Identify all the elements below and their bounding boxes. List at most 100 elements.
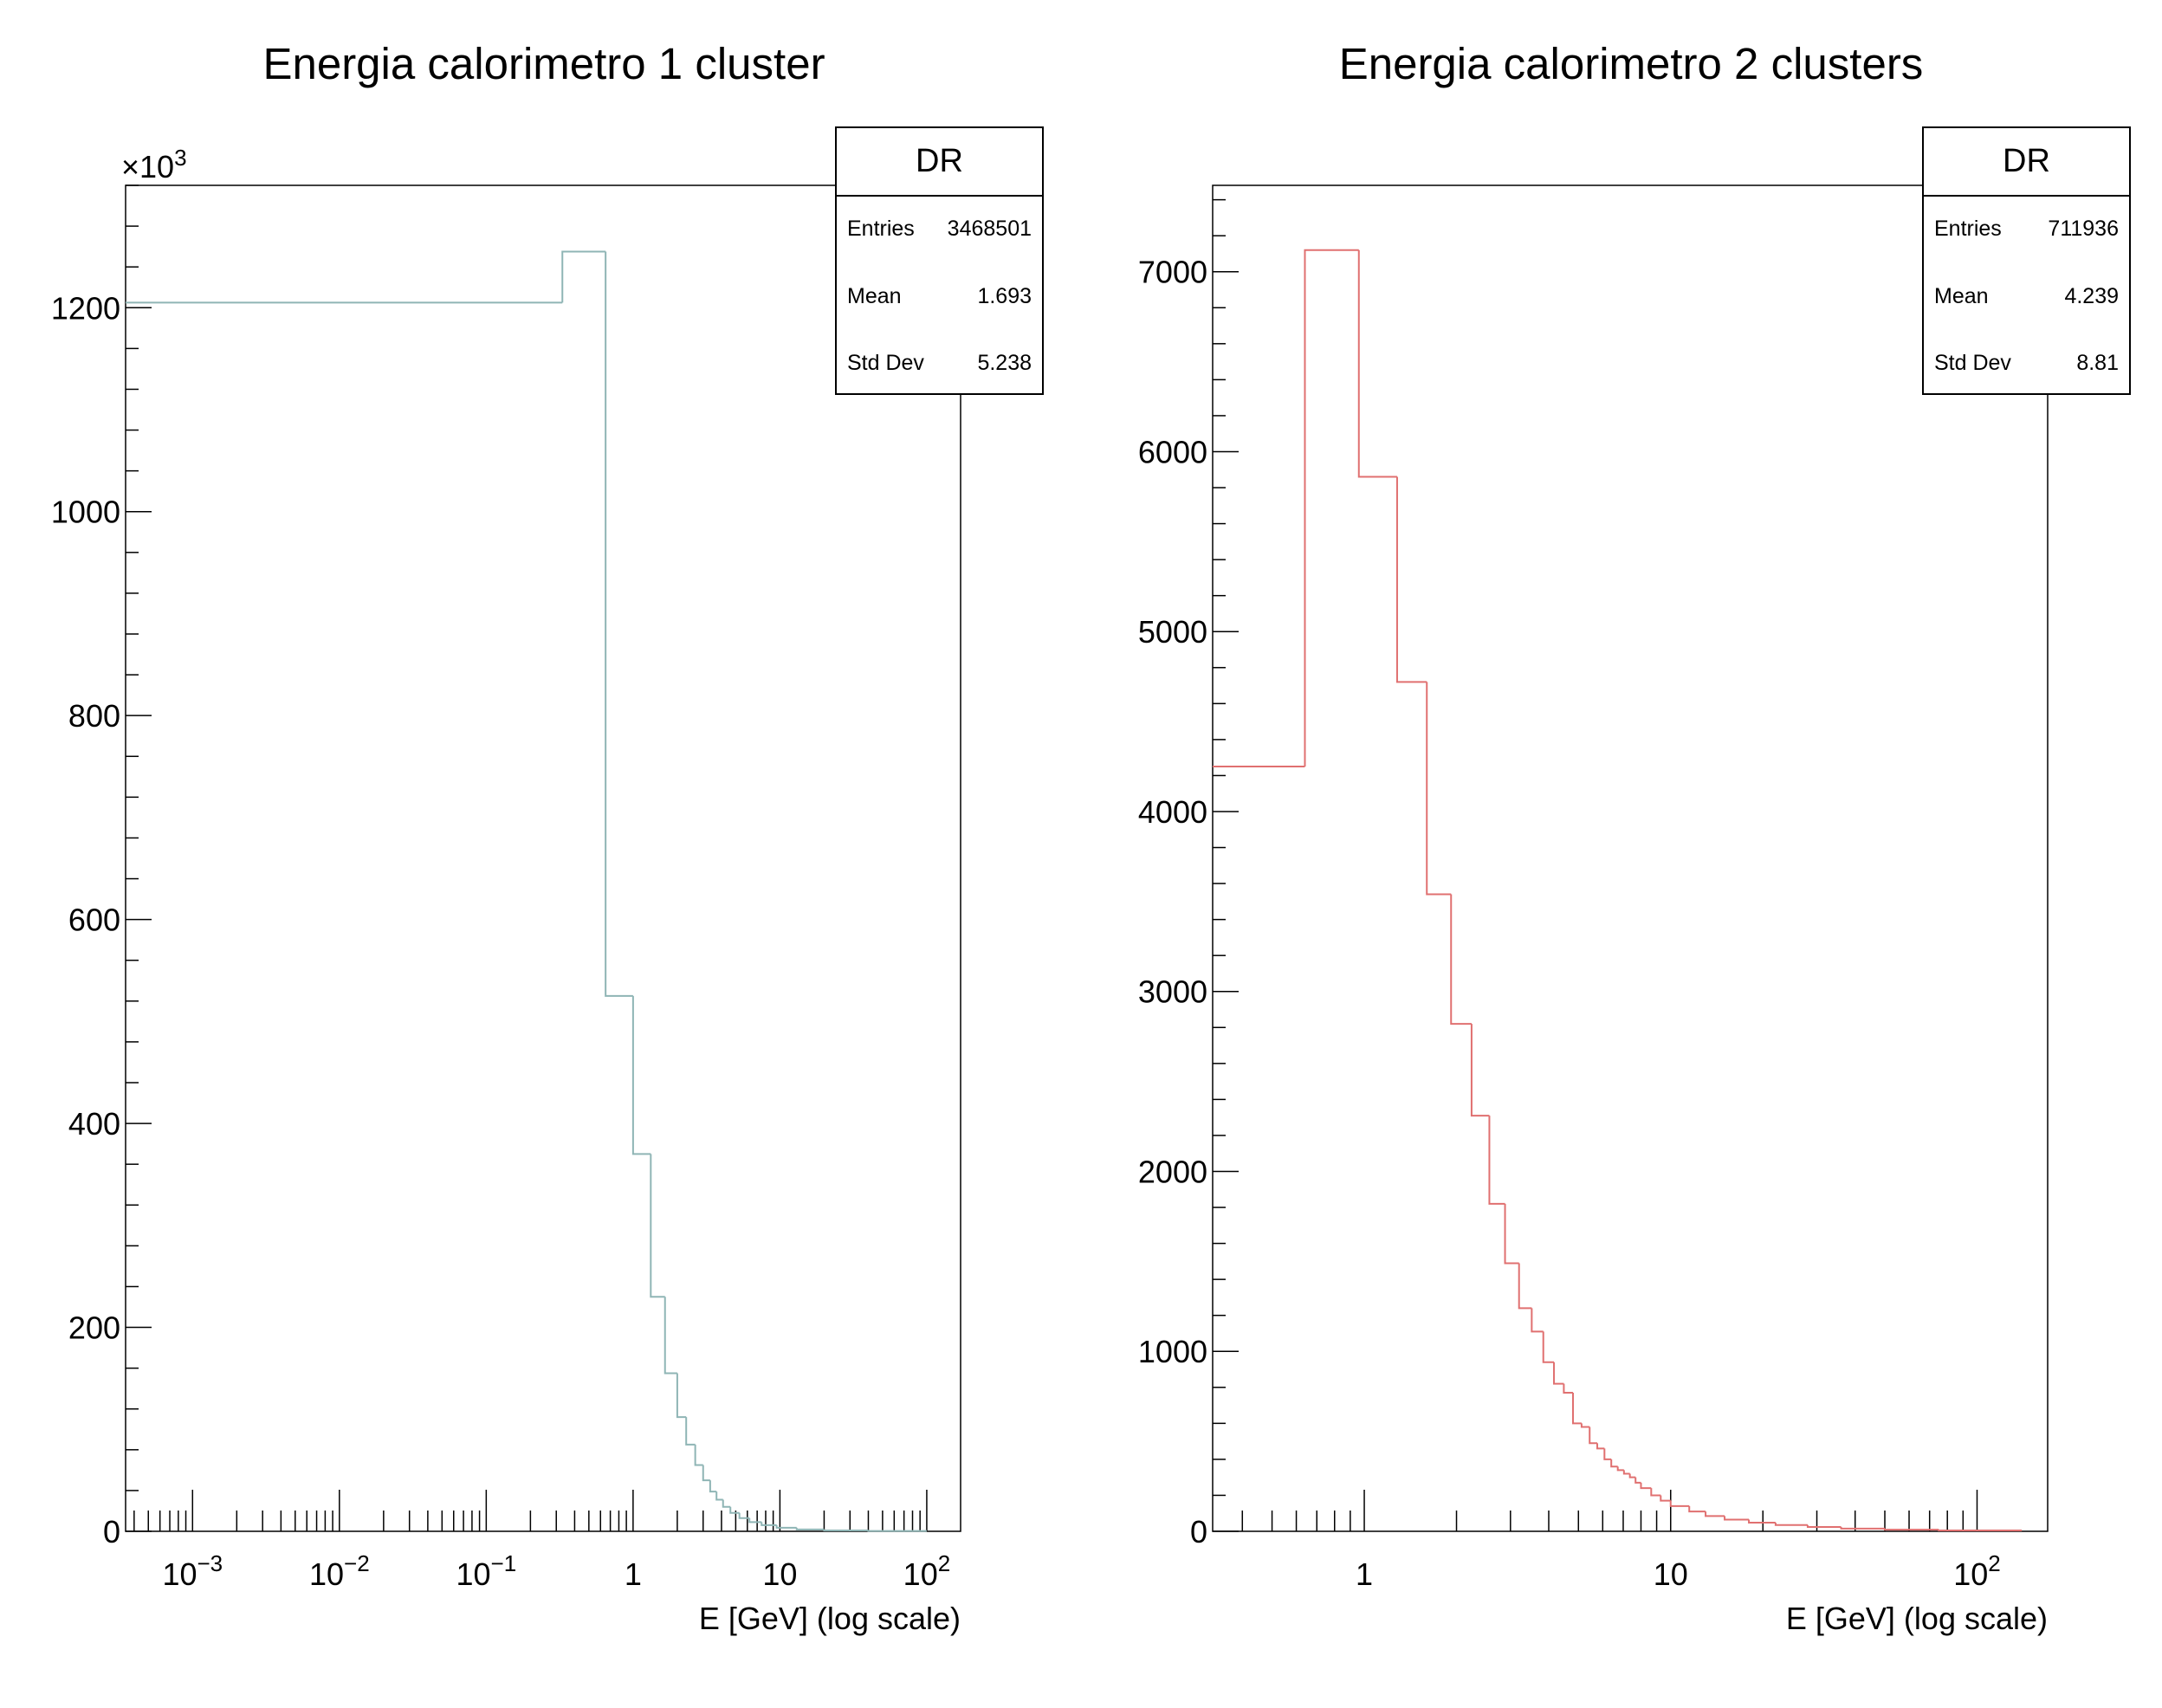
histogram-bin — [1395, 476, 1427, 683]
y-tick-label: 1000 — [51, 495, 120, 530]
histogram-bin — [1650, 1488, 1661, 1497]
plot-frame — [125, 184, 961, 1532]
histogram-bin — [775, 1524, 797, 1529]
histogram-bin — [1563, 1383, 1574, 1394]
y-tick-label: 3000 — [1138, 974, 1207, 1010]
histogram-bin — [1589, 1427, 1598, 1445]
stats-row-mean: Mean 4.239 — [1934, 284, 2119, 310]
chart-1-title: Energia calorimetro 1 cluster — [262, 39, 825, 88]
x-axis-label: E [GeV] (log scale) — [1786, 1601, 2048, 1636]
histogram-bin — [1660, 1495, 1671, 1502]
stats-box-chart-1: DR Entries 3468501 Mean 1.693 Std Dev 5.… — [835, 126, 1044, 395]
histogram-bin — [663, 1297, 677, 1375]
stats-value-mean: 1.693 — [977, 284, 1032, 308]
x-tick-label: 1 — [625, 1556, 642, 1592]
histogram-bin — [1518, 1263, 1532, 1310]
stats-row-std-dev: Std Dev 8.81 — [1934, 351, 2119, 377]
histogram-bin — [1748, 1519, 1776, 1524]
histogram-bin — [1596, 1443, 1605, 1450]
histogram-bin — [561, 250, 606, 303]
histogram-bin — [761, 1522, 777, 1526]
histogram-bin — [1640, 1482, 1652, 1490]
y-tick-label: 0 — [1190, 1514, 1207, 1549]
histogram-bin — [1724, 1516, 1750, 1521]
histogram-bin — [1580, 1423, 1590, 1428]
x-tick-label: 10 — [1654, 1556, 1688, 1592]
y-tick-label: 5000 — [1138, 614, 1207, 650]
stats-label-std-dev: Std Dev — [847, 351, 924, 375]
histogram-bin — [1357, 249, 1397, 478]
x-tick-label: 10−1 — [456, 1550, 516, 1592]
histogram-bin — [1840, 1527, 1885, 1530]
chart-1: 0 200 400 600 800 1000 1200 10−3 10−2 10−1 1 10 102 E… — [51, 145, 961, 1636]
histogram-bin — [1531, 1308, 1544, 1333]
histogram-bin — [1806, 1524, 1842, 1529]
y-tick-label: 1200 — [51, 290, 120, 326]
histogram-bin — [729, 1506, 740, 1514]
stats-box-title: DR — [1924, 128, 2129, 197]
histogram-bin — [1669, 1500, 1690, 1507]
chart-2: 0 1000 2000 3000 4000 5000 6000 7000 1 10 102 E [Ge… — [1138, 184, 2049, 1636]
histogram-bin — [1553, 1362, 1564, 1385]
histogram-bin — [738, 1512, 750, 1519]
x-axis-label: E [GeV] (log scale) — [699, 1601, 961, 1636]
stats-label-entries: Entries — [1934, 217, 2002, 241]
stats-row-std-dev: Std Dev 5.238 — [847, 351, 1032, 377]
y-tick-label: 600 — [68, 903, 120, 938]
histogram-bin — [748, 1517, 762, 1524]
stats-label-entries: Entries — [847, 217, 915, 241]
histogram-bin — [709, 1480, 717, 1493]
stats-box-chart-2: DR Entries 711936 Mean 4.239 Std Dev 8.8… — [1922, 126, 2131, 395]
stats-value-std-dev: 8.81 — [2076, 351, 2119, 375]
histogram-bin — [1616, 1466, 1624, 1472]
chart-2-title: Energia calorimetro 2 clusters — [1338, 39, 1924, 88]
histogram-bin — [1488, 1116, 1505, 1205]
stats-row-entries: Entries 3468501 — [847, 217, 1032, 243]
y-tick-label: 7000 — [1138, 255, 1207, 290]
histogram-bin — [1470, 1024, 1490, 1117]
histogram-bin — [715, 1491, 723, 1501]
histogram-bin — [685, 1417, 696, 1446]
histogram-bin — [1688, 1505, 1706, 1513]
y-tick-label: 0 — [103, 1514, 120, 1549]
stats-label-mean: Mean — [1934, 284, 1989, 308]
x-tick-label: 10 — [762, 1556, 797, 1592]
y-tick-label: 6000 — [1138, 434, 1207, 469]
y-tick-label: 800 — [68, 698, 120, 734]
x-tick-label: 10−3 — [162, 1550, 223, 1592]
y-tick-label: 400 — [68, 1106, 120, 1142]
stats-value-mean: 4.239 — [2064, 284, 2119, 308]
histogram-bin — [1884, 1528, 1939, 1531]
histogram-bin — [1603, 1448, 1612, 1460]
stats-value-std-dev: 5.238 — [977, 351, 1032, 375]
y-tick-label: 2000 — [1138, 1154, 1207, 1189]
histogram-bin — [694, 1444, 703, 1466]
x-tick-label: 102 — [903, 1550, 951, 1592]
histogram-bin — [1628, 1473, 1636, 1478]
stats-label-mean: Mean — [847, 284, 902, 308]
histogram-bin — [722, 1499, 731, 1508]
histogram-bin — [1705, 1511, 1725, 1517]
y-tick-label: 200 — [68, 1310, 120, 1346]
stats-box-title: DR — [837, 128, 1042, 197]
histogram-bin — [1572, 1393, 1582, 1425]
stats-value-entries: 711936 — [2048, 217, 2119, 241]
histogram-bin — [1634, 1477, 1641, 1484]
histogram-bin — [1450, 894, 1472, 1025]
histogram-bin — [702, 1465, 710, 1482]
histogram-bin — [1622, 1470, 1630, 1475]
histogram-bin — [1774, 1523, 1808, 1526]
histogram-bin — [631, 995, 651, 1155]
histogram-bin — [605, 251, 633, 997]
histogram-bin — [1426, 682, 1452, 896]
y-multiplier-label: ×103 — [121, 145, 187, 184]
y-tick-label: 1000 — [1138, 1334, 1207, 1369]
stats-row-mean: Mean 1.693 — [847, 284, 1032, 310]
histogram-bin — [867, 1530, 927, 1532]
stats-row-entries: Entries 711936 — [1934, 217, 2119, 243]
histogram-bin — [676, 1373, 687, 1419]
x-tick-label: 1 — [1356, 1556, 1373, 1592]
x-tick-label: 102 — [1953, 1550, 2001, 1592]
histogram-bin — [1504, 1203, 1519, 1265]
